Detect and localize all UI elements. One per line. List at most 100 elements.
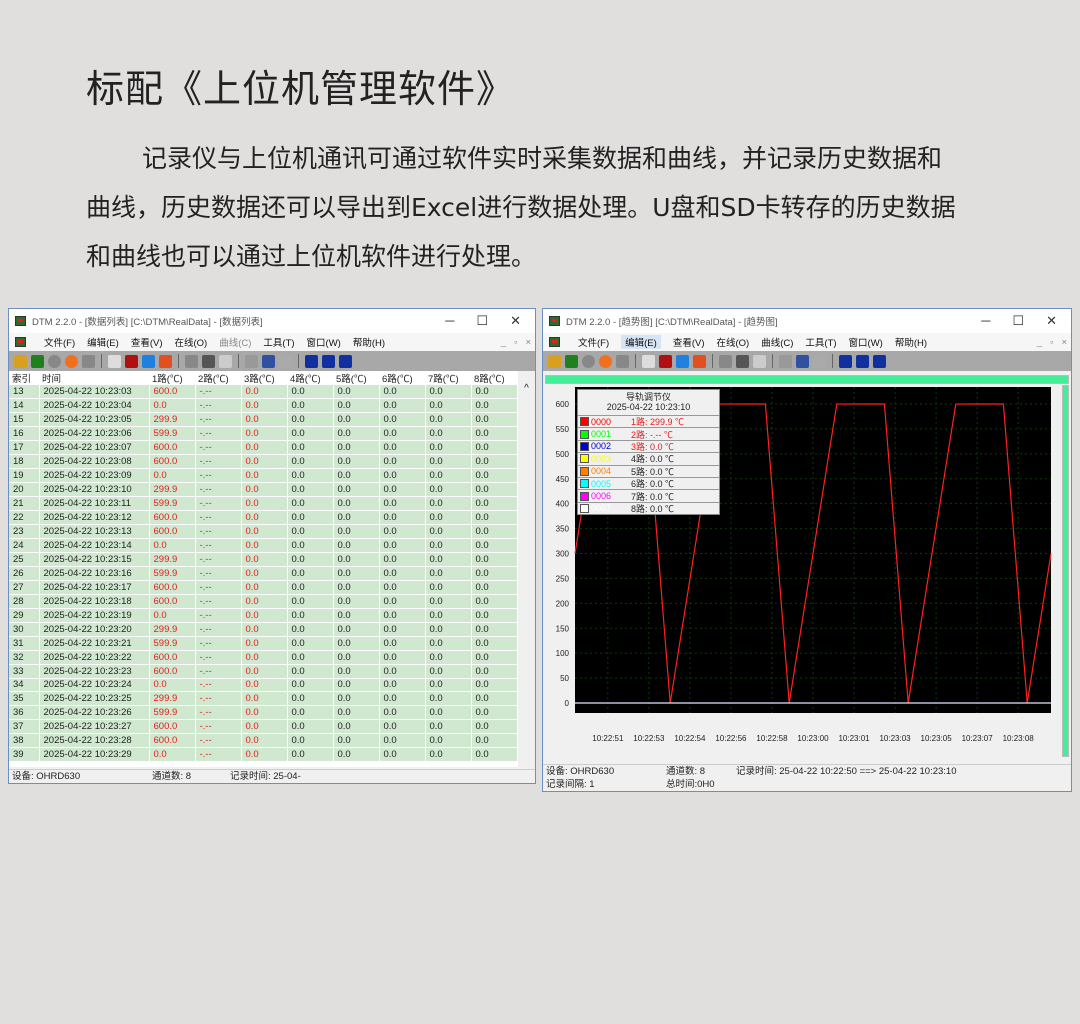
open-icon[interactable] [548,354,561,368]
maximize-button[interactable]: ☐ [476,313,489,328]
menu-item[interactable]: 工具(T) [263,338,295,349]
table-row[interactable]: 16 2025-04-22 10:23:06 599.9 -.-- 0.0 0.0 0.0 0… [9,426,518,442]
close-button[interactable]: ✕ [1046,313,1057,328]
sigma-icon[interactable] [659,354,672,368]
tile-vertical-icon[interactable] [873,354,886,368]
table-row[interactable]: 31 2025-04-22 10:23:21 599.9 -.-- 0.0 0.0 0.0 0… [9,636,518,651]
menu-item[interactable]: 文件(F) [578,338,610,349]
legend-item[interactable]: 0006 7路: 0.0 ℃ [578,489,719,502]
table-row[interactable]: 30 2025-04-22 10:23:20 299.9 -.-- 0.0 0.0 0.0 0… [9,622,518,637]
copy-icon[interactable] [779,354,792,368]
cascade-icon[interactable] [839,354,852,368]
table-row[interactable]: 23 2025-04-22 10:23:13 600.0 -.-- 0.0 0.0 0.0 0… [9,524,518,539]
column-header[interactable]: 4路(℃) [287,371,333,385]
legend-item[interactable]: 0004 5路: 0.0 ℃ [578,464,719,477]
legend-item[interactable]: 0001 2路: -.-- ℃ [578,427,719,440]
color-icon[interactable] [159,354,172,368]
table-row[interactable]: 29 2025-04-22 10:23:19 0.0 -.-- 0.0 0.0 0.0 0.0… [9,608,518,623]
tile-vertical-icon[interactable] [339,354,352,368]
zoom-icon[interactable] [796,354,809,368]
table-row[interactable]: 18 2025-04-22 10:23:08 600.0 -.-- 0.0 0.0 0.0 0… [9,454,518,470]
stop-icon[interactable] [48,354,61,368]
menu-item[interactable]: 曲线(C) [219,338,252,349]
menu-item[interactable]: 在线(O) [716,338,750,349]
column-header[interactable]: 6路(℃) [379,371,425,385]
column-header[interactable]: 1路(℃) [149,371,195,385]
table-row[interactable]: 13 2025-04-22 10:23:03 600.0 -.-- 0.0 0.0 0.0 0… [9,385,518,400]
record-icon[interactable] [65,354,78,368]
table-row[interactable]: 34 2025-04-22 10:23:24 0.0 -.-- 0.0 0.0 0.0 0.0… [9,678,518,693]
tile-horizontal-icon[interactable] [856,354,869,368]
table-row[interactable]: 33 2025-04-22 10:23:23 600.0 -.-- 0.0 0.0 0.0 0… [9,664,518,679]
info-icon[interactable] [142,354,155,368]
table-row[interactable]: 38 2025-04-22 10:23:28 600.0 -.-- 0.0 0.0 0.0 0… [9,733,518,749]
legend-item[interactable]: 0002 3路: 0.0 ℃ [578,439,719,452]
copy-disabled-icon[interactable] [185,354,198,368]
stop-icon[interactable] [582,354,595,368]
mdi-button[interactable]: × [1061,336,1067,348]
mdi-button[interactable]: _ [1036,336,1043,348]
minimize-button[interactable]: ─ [445,313,455,328]
table-row[interactable]: 37 2025-04-22 10:23:27 600.0 -.-- 0.0 0.0 0.0 0… [9,719,518,735]
cascade-icon[interactable] [305,354,318,368]
table-row[interactable]: 36 2025-04-22 10:23:26 599.9 -.-- 0.0 0.0 0.0 0… [9,705,518,721]
menu-item[interactable]: 在线(O) [174,338,208,349]
column-header[interactable]: 3路(℃) [241,371,287,385]
table-row[interactable]: 35 2025-04-22 10:23:25 299.9 -.-- 0.0 0.0 0.0 0… [9,691,518,707]
color-icon[interactable] [693,354,706,368]
record-icon[interactable] [599,354,612,368]
copy-icon[interactable] [245,354,258,368]
table-row[interactable]: 14 2025-04-22 10:23:04 0.0 -.-- 0.0 0.0 0.0 0.0… [9,398,518,414]
zoom-disabled-icon[interactable] [813,354,826,368]
table-row[interactable]: 17 2025-04-22 10:23:07 600.0 -.-- 0.0 0.0 0.0 0… [9,440,518,456]
table-row[interactable]: 25 2025-04-22 10:23:15 299.9 -.-- 0.0 0.0 0.0 0… [9,552,518,567]
menu-item[interactable]: 查看(V) [130,338,163,349]
trend-icon[interactable] [565,354,578,368]
print-icon[interactable] [202,354,215,368]
tile-horizontal-icon[interactable] [322,354,335,368]
menu-item[interactable]: 文件(F) [44,338,76,349]
column-header[interactable]: 5路(℃) [333,371,379,385]
square-icon[interactable] [82,354,95,368]
menu-item[interactable]: 编辑(E) [87,338,119,349]
legend-item[interactable]: 0000 1路: 299.9 ℃ [578,415,719,427]
menu-item[interactable]: 帮助(H) [894,338,928,349]
copy-disabled-icon[interactable] [719,354,732,368]
column-header[interactable]: 2路(℃) [195,371,241,385]
legend-item[interactable]: 0005 6路: 0.0 ℃ [578,476,719,489]
table-row[interactable]: 21 2025-04-22 10:23:11 599.9 -.-- 0.0 0.0 0.0 0… [9,496,518,512]
table-row[interactable]: 39 2025-04-22 10:23:29 0.0 -.-- 0.0 0.0 0.0 0.0… [9,747,518,763]
time-scrollbar[interactable] [545,375,1069,384]
column-header[interactable]: 8路(℃) [471,371,517,385]
mdi-button[interactable]: _ [500,336,507,348]
table-row[interactable]: 26 2025-04-22 10:23:16 599.9 -.-- 0.0 0.0 0.0 0… [9,566,518,581]
vertical-slider[interactable] [1062,385,1069,757]
menu-item[interactable]: 窗口(W) [848,338,883,349]
minimize-button[interactable]: ─ [981,313,991,328]
column-header[interactable]: 索引 [9,371,39,385]
menu-item[interactable]: 帮助(H) [352,338,386,349]
sigma-icon[interactable] [125,354,138,368]
menu-item[interactable]: 编辑(E) [621,335,661,349]
maximize-button[interactable]: ☐ [1012,313,1025,328]
mdi-button[interactable]: × [525,336,531,348]
vertical-scrollbar[interactable]: ^ [518,371,535,767]
print-preview-icon[interactable] [753,354,766,368]
trend-icon[interactable] [31,354,44,368]
print-preview-icon[interactable] [219,354,232,368]
table-row[interactable]: 19 2025-04-22 10:23:09 0.0 -.-- 0.0 0.0 0.0 0.0… [9,468,518,484]
table-row[interactable]: 28 2025-04-22 10:23:18 600.0 -.-- 0.0 0.0 0.0 0… [9,594,518,609]
legend-item[interactable]: 0003 4路: 0.0 ℃ [578,452,719,464]
table-icon[interactable] [642,354,655,368]
menu-item[interactable]: 查看(V) [672,338,705,349]
close-button[interactable]: ✕ [510,313,521,328]
zoom-icon[interactable] [262,354,275,368]
square-icon[interactable] [616,354,629,368]
open-icon[interactable] [14,354,27,368]
info-icon[interactable] [676,354,689,368]
table-icon[interactable] [108,354,121,368]
table-row[interactable]: 20 2025-04-22 10:23:10 299.9 -.-- 0.0 0.0 0.0 0… [9,482,518,498]
mdi-button[interactable]: ▫ [1050,336,1054,348]
menu-item[interactable]: 曲线(C) [761,338,794,349]
zoom-disabled-icon[interactable] [279,354,292,368]
